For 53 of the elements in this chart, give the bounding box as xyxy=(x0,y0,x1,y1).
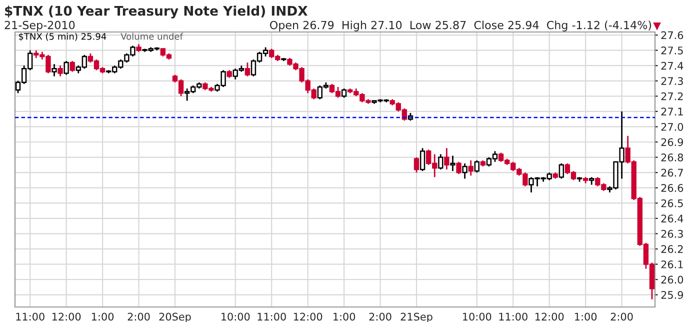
candlestick xyxy=(462,162,468,180)
x-tick-label: 11:00 xyxy=(258,312,286,321)
candlestick xyxy=(456,161,462,175)
y-tick-label: 26.4 xyxy=(661,214,684,222)
x-tick-label: 2:00 xyxy=(610,312,633,321)
text: Open 26.79 High 27.10 Low 25.87 Close 25.94 Chg -1.12 (-4.14%) xyxy=(270,20,652,32)
x-tick-label: 2:00 xyxy=(128,312,150,321)
y-tick-label: 27.0 xyxy=(661,122,684,131)
candlestick xyxy=(414,156,420,174)
candlestick xyxy=(420,147,426,172)
y-tick-label: 26.0 xyxy=(661,276,684,284)
y-tick-label: 27.5 xyxy=(661,46,683,54)
candlestick xyxy=(58,64,63,77)
candlestick xyxy=(70,60,75,72)
candlestick xyxy=(558,162,564,180)
y-tick-label: 26.8 xyxy=(661,154,684,162)
x-tick-label: 11:00 xyxy=(16,312,44,321)
x-tick-label: 12:00 xyxy=(294,312,322,321)
candlestick xyxy=(244,62,250,77)
annotation: $TNX (5 min) 25.94 xyxy=(18,32,106,42)
y-tick-label: 27.2 xyxy=(661,92,683,100)
x-tick-label: 1:00 xyxy=(575,312,597,321)
x-tick-label: 10:00 xyxy=(222,312,250,321)
y-tick-label: 26.2 xyxy=(661,245,683,254)
y-tick-label: 27.1 xyxy=(661,108,683,116)
y-tick-label: 26.5 xyxy=(661,199,683,208)
candlestick xyxy=(52,63,57,77)
y-tick-label: 27.6 xyxy=(661,31,684,40)
x-tick-label: 12:00 xyxy=(52,312,81,321)
x-tick-label: 1:00 xyxy=(92,312,114,321)
candlestick xyxy=(474,160,480,174)
y-tick-label: 26.7 xyxy=(661,168,683,177)
y-tick-label: 26.3 xyxy=(661,230,683,238)
y-tick-label: 27.3 xyxy=(661,77,683,85)
candlestick xyxy=(341,88,347,98)
y-tick-label: 27.4 xyxy=(661,62,684,70)
x-tick-label: 2:00 xyxy=(369,312,392,321)
candlestick xyxy=(444,147,450,170)
y-tick-label: 26.9 xyxy=(661,138,684,146)
candlestick xyxy=(468,160,474,176)
x-tick-label: 10:00 xyxy=(463,312,492,321)
chart-title: $TNX (10 Year Treasury Note Yield) INDX xyxy=(5,6,308,18)
x-tick-label: 11:00 xyxy=(499,312,528,321)
candlestick xyxy=(438,154,444,170)
candlestick xyxy=(64,60,69,76)
candlestick xyxy=(450,155,456,172)
x-tick-label: 1:00 xyxy=(334,312,356,321)
annotation: Volume undef xyxy=(120,32,184,40)
y-tick-label: 26.6 xyxy=(661,184,684,192)
x-tick-label: 12:00 xyxy=(535,312,564,321)
y-tick-label: 25.9 xyxy=(661,291,684,299)
y-tick-label: 26.1 xyxy=(661,260,683,268)
chart-subtitle: 21-Sep-2010 xyxy=(4,20,75,32)
